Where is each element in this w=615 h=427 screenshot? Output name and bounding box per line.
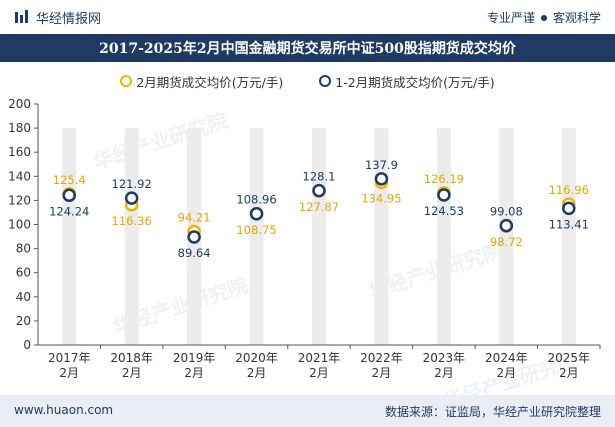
x-tick-label: 2021年 (298, 351, 341, 365)
tagline-left: 专业严谨 (486, 11, 535, 25)
series-2-data-label: 99.08 (490, 205, 523, 219)
footer: www.huaon.com 数据来源：证监局，华经产业研究院整理 (0, 395, 615, 427)
y-tick-label: 20 (16, 314, 31, 328)
x-tick-label: 2018年 (110, 351, 153, 365)
x-tick-label: 2023年 (423, 351, 466, 365)
brand-name: 华经情报网 (36, 11, 102, 27)
series-1-data-label: 116.96 (549, 183, 589, 197)
bullet-icon (540, 14, 547, 21)
series-2-data-label: 124.53 (424, 204, 464, 218)
y-tick-label: 80 (16, 242, 31, 256)
brand-logo-icon (15, 10, 28, 23)
x-tick-label: 2月 (372, 366, 392, 380)
y-tick-label: 100 (8, 218, 31, 232)
series-1-data-label: 125.4 (53, 173, 86, 187)
background-bar (124, 128, 139, 345)
x-tick-label: 2月 (184, 366, 204, 380)
series-2-data-label: 128.1 (303, 170, 336, 184)
background-bar (561, 128, 576, 345)
series-1-data-label: 134.95 (361, 191, 401, 205)
y-tick-label: 140 (8, 169, 31, 183)
legend-marker-series-1 (120, 75, 133, 87)
x-tick-label: 2月 (559, 366, 579, 380)
chart-plot-area: 0204060801001201401601802002017年2月2018年2… (8, 97, 601, 380)
x-tick-label: 2017年 (48, 351, 91, 365)
x-tick-label: 2月 (309, 366, 329, 380)
background-bar (436, 128, 451, 345)
series-1-data-label: 116.36 (112, 214, 152, 228)
chart-title: 2017-2025年2月中国金融期货交易所中证500股指期货成交均价 (0, 34, 615, 62)
brand[interactable]: 华经情报网 (14, 8, 102, 27)
y-tick-label: 60 (16, 266, 31, 280)
tagline-right: 客观科学 (552, 11, 601, 25)
x-tick-label: 2月 (122, 366, 142, 380)
series-2-point (312, 183, 326, 198)
background-bar (62, 128, 77, 345)
x-tick-label: 2月 (247, 366, 267, 380)
series-2-data-label: 108.96 (236, 193, 276, 207)
y-tick-label: 160 (8, 145, 31, 159)
footer-website[interactable]: www.huaon.com (14, 403, 114, 417)
legend-label-series-2: 1-2月期货成交均价(万元/手) (335, 74, 495, 90)
series-2-data-label: 89.64 (178, 246, 211, 260)
series-1-data-label: 108.75 (236, 223, 276, 237)
series-2-data-label: 121.92 (112, 177, 152, 191)
x-tick-label: 2019年 (173, 351, 216, 365)
legend-item-series-1[interactable]: 2月期货成交均价(万元/手) (120, 70, 283, 92)
series-2-point (499, 218, 514, 233)
background-bar (249, 128, 264, 345)
top-bar: 华经情报网 专业严谨 客观科学 (0, 0, 615, 34)
x-tick-label: 2月 (434, 366, 454, 380)
series-1-data-label: 127.87 (299, 200, 339, 214)
series-1-data-label: 126.19 (424, 172, 464, 186)
chart-title-text: 2017-2025年2月中国金融期货交易所中证500股指期货成交均价 (99, 41, 516, 57)
tagline: 专业严谨 客观科学 (487, 9, 601, 26)
series-2-point (62, 188, 76, 203)
legend-item-series-2[interactable]: 1-2月期货成交均价(万元/手) (319, 70, 495, 92)
legend: 2月期货成交均价(万元/手) 1-2月期货成交均价(万元/手) (0, 70, 615, 92)
legend-marker-series-2 (319, 75, 332, 87)
series-1-data-label: 98.72 (490, 235, 523, 249)
x-tick-label: 2024年 (485, 351, 528, 365)
y-tick-label: 200 (8, 97, 31, 111)
y-tick-label: 120 (8, 193, 31, 207)
footer-source: 数据来源：证监局，华经产业研究院整理 (384, 405, 601, 419)
series-2-point (124, 191, 139, 205)
series-2-point (562, 201, 576, 216)
series-2-point (249, 206, 264, 221)
y-tick-label: 180 (8, 121, 31, 135)
series-2-point (187, 230, 201, 244)
x-tick-label: 2022年 (360, 351, 403, 365)
x-tick-label: 2月 (497, 366, 517, 380)
y-tick-label: 40 (16, 290, 31, 304)
series-2-point (374, 172, 389, 186)
series-2-data-label: 137.9 (365, 158, 398, 172)
x-tick-label: 2025年 (548, 351, 591, 365)
x-tick-label: 2月 (59, 366, 79, 380)
x-tick-label: 2020年 (235, 351, 278, 365)
series-2-data-label: 124.24 (49, 204, 89, 218)
legend-label-series-1: 2月期货成交均价(万元/手) (136, 74, 284, 90)
series-2-point (437, 188, 451, 202)
background-bar (499, 128, 514, 345)
series-1-data-label: 94.21 (178, 210, 211, 224)
series-2-data-label: 113.41 (549, 217, 589, 231)
background-bar (312, 128, 326, 345)
y-tick-label: 0 (23, 338, 31, 352)
